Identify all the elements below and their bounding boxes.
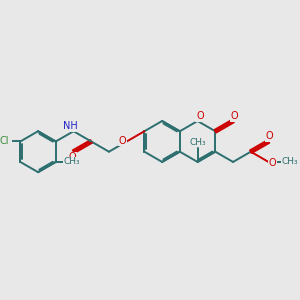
Text: Cl: Cl [0,136,9,146]
Text: O: O [118,136,126,146]
Text: O: O [196,111,204,121]
Text: O: O [231,111,238,121]
Text: CH₃: CH₃ [189,137,206,146]
Text: O: O [269,158,277,168]
Text: O: O [266,131,273,141]
Text: O: O [69,152,76,162]
Text: CH₃: CH₃ [281,158,298,166]
Text: NH: NH [63,121,78,131]
Text: CH₃: CH₃ [64,158,80,166]
